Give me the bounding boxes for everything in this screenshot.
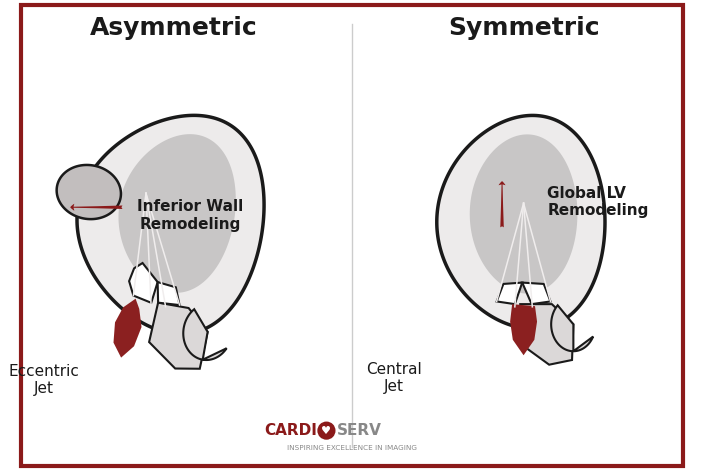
- Text: INSPIRING EXCELLENCE IN IMAGING: INSPIRING EXCELLENCE IN IMAGING: [287, 445, 417, 451]
- Polygon shape: [522, 283, 551, 304]
- Text: Inferior Wall
Remodeling: Inferior Wall Remodeling: [137, 199, 244, 232]
- Text: Symmetric: Symmetric: [448, 16, 599, 40]
- Polygon shape: [118, 134, 236, 293]
- Text: Asymmetric: Asymmetric: [90, 16, 258, 40]
- Polygon shape: [149, 303, 208, 369]
- Polygon shape: [183, 309, 227, 360]
- Polygon shape: [129, 263, 158, 303]
- Text: Central
Jet: Central Jet: [366, 362, 422, 394]
- Polygon shape: [113, 299, 142, 357]
- Text: Eccentric
Jet: Eccentric Jet: [8, 364, 80, 397]
- Polygon shape: [551, 305, 593, 351]
- Text: CARDI: CARDI: [264, 423, 317, 438]
- FancyBboxPatch shape: [21, 5, 683, 466]
- Polygon shape: [158, 282, 180, 305]
- Polygon shape: [510, 304, 537, 355]
- Polygon shape: [56, 165, 121, 219]
- Polygon shape: [520, 304, 573, 365]
- Polygon shape: [470, 134, 577, 293]
- Polygon shape: [496, 283, 522, 304]
- Circle shape: [318, 422, 336, 440]
- Text: ♥: ♥: [322, 426, 332, 436]
- Polygon shape: [436, 115, 605, 329]
- Text: Global LV
Remodeling: Global LV Remodeling: [547, 186, 648, 218]
- Text: SERV: SERV: [337, 423, 382, 438]
- Polygon shape: [77, 115, 264, 334]
